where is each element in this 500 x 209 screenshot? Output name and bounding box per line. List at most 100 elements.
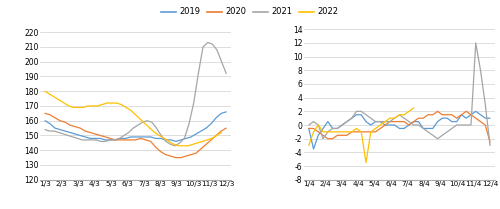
2019 (183, 137, 189, 140)
2021 (51, 130, 57, 132)
2020 (52, 117, 58, 119)
2019 (320, 127, 326, 130)
2022 (99, 103, 105, 106)
2020 (487, 141, 493, 143)
2019 (444, 117, 450, 119)
2019 (193, 133, 199, 135)
2021 (70, 136, 76, 138)
2022 (354, 127, 360, 130)
2020 (358, 131, 364, 133)
2020 (142, 139, 148, 141)
2020 (102, 136, 108, 138)
2020 (372, 131, 378, 133)
2019 (387, 124, 393, 126)
2020 (213, 134, 219, 137)
2020 (410, 120, 416, 123)
2019 (440, 117, 446, 119)
2019 (463, 117, 469, 119)
2019 (344, 120, 350, 123)
2021 (79, 139, 85, 141)
2019 (178, 139, 184, 141)
2020 (77, 127, 83, 129)
2022 (200, 140, 205, 143)
2022 (108, 102, 114, 104)
2022 (348, 131, 354, 133)
2020 (434, 110, 440, 113)
2021 (482, 103, 488, 106)
2021 (358, 110, 364, 113)
Legend: 2019, 2020, 2021, 2022: 2019, 2020, 2021, 2022 (158, 4, 342, 20)
2019 (102, 139, 108, 141)
2020 (98, 134, 103, 137)
2020 (72, 125, 78, 128)
2020 (47, 113, 53, 116)
2021 (344, 120, 350, 123)
2020 (208, 139, 214, 141)
2021 (430, 134, 436, 136)
2020 (158, 150, 164, 153)
2022 (118, 103, 124, 106)
Line: 2022: 2022 (45, 91, 222, 146)
2019 (478, 113, 484, 116)
2021 (387, 120, 393, 123)
2022 (410, 107, 416, 109)
2021 (182, 137, 188, 140)
2019 (449, 120, 455, 123)
2021 (363, 113, 369, 116)
2021 (401, 117, 407, 119)
2020 (454, 117, 460, 119)
2020 (88, 131, 94, 134)
2020 (339, 134, 345, 136)
2020 (348, 131, 354, 133)
2020 (148, 140, 154, 143)
2020 (387, 120, 393, 123)
2019 (325, 120, 331, 123)
2022 (176, 145, 182, 147)
2022 (56, 99, 62, 101)
2022 (132, 113, 138, 116)
2021 (440, 134, 446, 136)
2021 (468, 124, 474, 126)
2021 (472, 42, 478, 44)
2020 (316, 131, 322, 133)
2022 (94, 105, 100, 107)
2020 (82, 130, 88, 132)
Line: 2019: 2019 (309, 111, 490, 149)
2021 (158, 134, 164, 137)
2021 (126, 131, 132, 134)
2020 (223, 127, 229, 129)
2020 (178, 156, 184, 159)
2022 (406, 110, 412, 113)
2020 (198, 148, 204, 150)
2019 (98, 137, 103, 140)
2021 (107, 139, 113, 141)
2021 (144, 120, 150, 122)
2022 (310, 131, 316, 133)
2019 (454, 120, 460, 123)
2019 (310, 148, 316, 150)
2021 (425, 131, 431, 133)
2021 (102, 140, 108, 143)
2019 (198, 130, 204, 132)
2020 (183, 155, 189, 157)
2022 (147, 127, 153, 129)
2021 (223, 72, 229, 75)
2021 (420, 127, 426, 130)
2021 (339, 124, 345, 126)
2020 (108, 137, 114, 140)
2020 (478, 120, 484, 123)
2019 (208, 122, 214, 125)
2022 (330, 131, 336, 133)
2021 (348, 117, 354, 119)
2019 (42, 120, 48, 122)
2020 (368, 131, 374, 133)
2019 (88, 137, 94, 140)
Line: 2021: 2021 (309, 43, 490, 145)
Line: 2019: 2019 (45, 112, 226, 141)
2019 (434, 120, 440, 123)
2019 (173, 140, 179, 143)
2019 (148, 136, 154, 138)
2022 (401, 113, 407, 116)
2020 (430, 113, 436, 116)
2020 (62, 121, 68, 124)
